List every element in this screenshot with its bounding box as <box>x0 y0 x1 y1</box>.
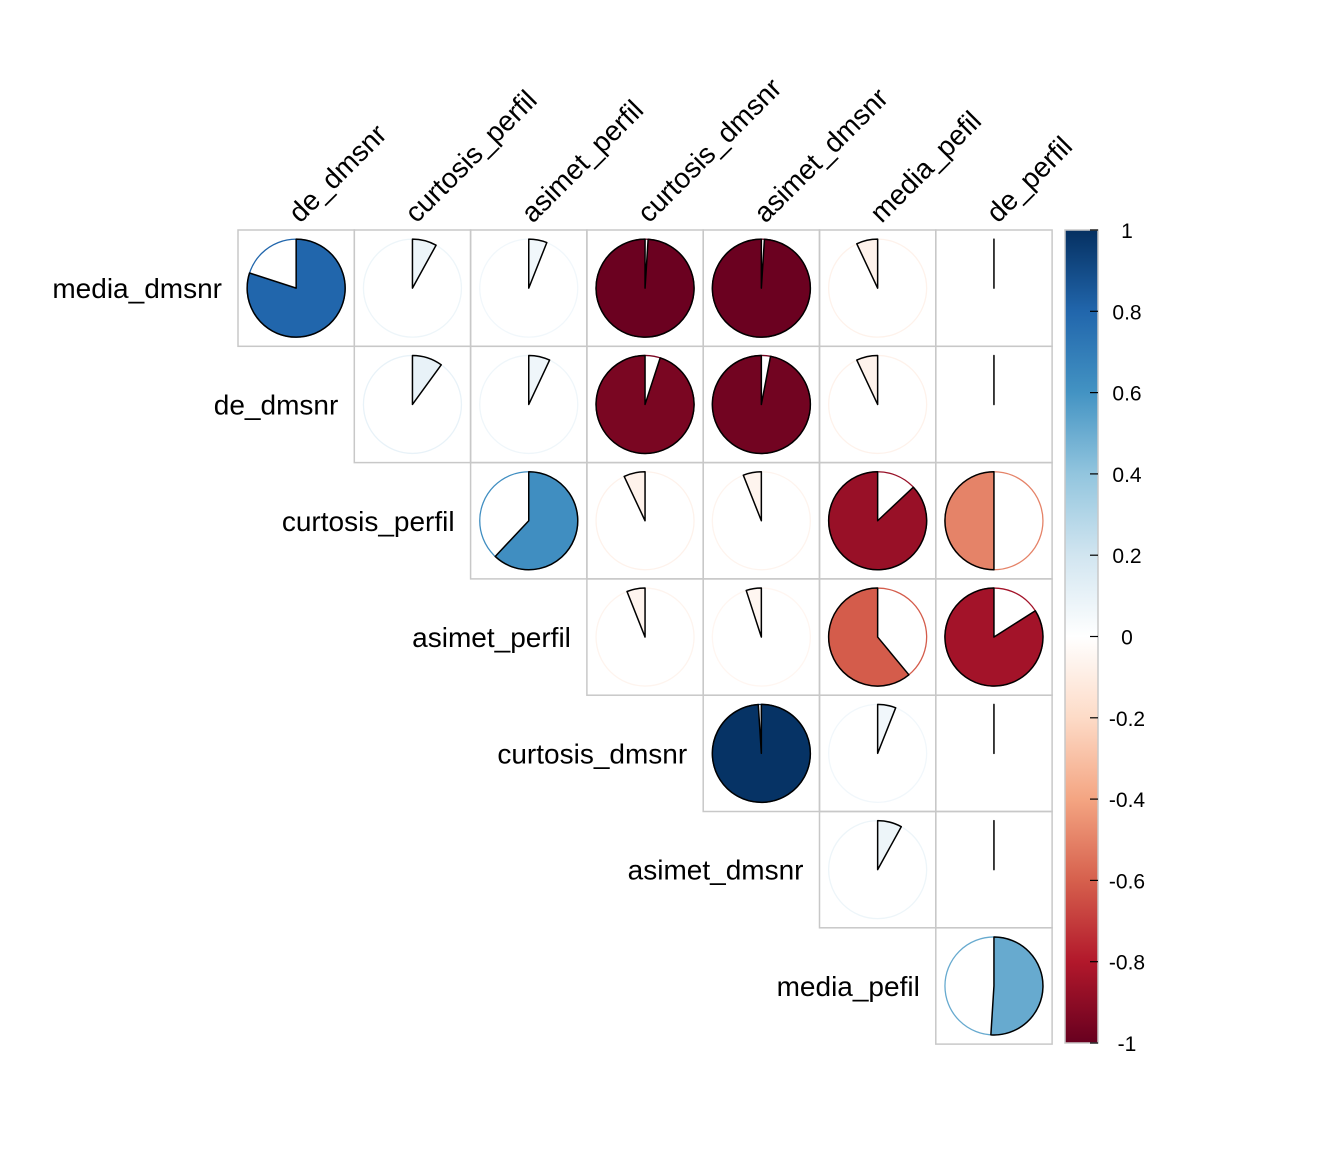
matrix-cell <box>469 229 588 348</box>
matrix-cell <box>818 578 937 696</box>
row-label: asimet_dmsnr <box>628 855 804 886</box>
matrix-cell <box>237 229 356 348</box>
pie-slice <box>827 587 910 687</box>
matrix-cell <box>586 229 704 348</box>
pie-slice <box>528 354 551 406</box>
matrix-cell <box>702 345 821 464</box>
row-label: asimet_perfil <box>412 622 571 653</box>
row-label: media_dmsnr <box>52 273 222 304</box>
pie-slice <box>411 238 437 289</box>
column-labels: de_dmsnr curtosis_perfilasimet_perfilcurt… <box>282 72 1078 228</box>
matrix-cell <box>818 229 937 348</box>
matrix-cell <box>935 229 1053 348</box>
matrix-cell <box>935 927 1053 1045</box>
colorbar-tick-label: -1 <box>1118 1033 1137 1056</box>
pie-slice <box>876 703 897 755</box>
matrix-cell <box>935 694 1053 813</box>
pie-slice <box>711 703 812 804</box>
matrix-cell <box>469 345 588 464</box>
matrix-cell <box>353 345 472 464</box>
cell-border <box>935 927 1053 1045</box>
matrix-cell <box>935 810 1053 929</box>
pie-slice <box>626 587 646 638</box>
pie-slice <box>595 238 695 338</box>
pie-slice <box>411 354 443 406</box>
matrix-cell <box>818 345 937 464</box>
column-label: asimet_perfil <box>515 94 649 228</box>
colorbar-tick-label: 0.4 <box>1112 464 1142 487</box>
colorbar-legend: 1 0.8 0.6 0.4 0.2 0 -0.2 -0.4 -0.6 -0.8 -1 <box>1064 220 1146 1056</box>
pie-slice <box>856 238 879 289</box>
row-label: curtosis_perfil <box>282 506 455 537</box>
pie-slice <box>944 587 1044 687</box>
matrix-cell <box>935 461 1053 580</box>
row-label: de_dmsnr <box>214 389 339 420</box>
pie-slice <box>711 238 812 338</box>
pie-slice <box>990 936 1044 1036</box>
colorbar-tick-label: -0.4 <box>1109 789 1146 812</box>
matrix-cell <box>353 229 472 348</box>
matrix-cell <box>818 810 937 929</box>
pie-slice <box>856 354 879 406</box>
pie-slice <box>246 238 346 338</box>
matrix-cell <box>702 694 821 813</box>
colorbar-tick-label: 0 <box>1121 627 1133 650</box>
colorbar-tick-label: -0.8 <box>1109 952 1145 975</box>
pie-slice <box>745 587 763 638</box>
colorbar-tick-label: 0.8 <box>1112 301 1141 324</box>
matrix-cell <box>586 461 704 580</box>
pie-slice <box>494 471 579 571</box>
pie-slice <box>944 471 995 571</box>
matrix-cell <box>702 229 821 348</box>
pie-slice <box>623 471 646 522</box>
matrix-cell <box>586 345 704 464</box>
pie-slice <box>827 471 928 571</box>
pie-slice <box>595 354 695 455</box>
matrix-cell <box>818 461 937 580</box>
matrix-cell <box>702 578 821 696</box>
pie-slice <box>876 819 903 871</box>
matrix-cells <box>237 229 1053 1045</box>
pie-slice <box>711 354 812 455</box>
row-label: media_pefil <box>777 971 920 1002</box>
column-label: de_dmsnr <box>282 118 392 228</box>
matrix-cell <box>702 461 821 580</box>
colorbar-tick-label: -0.6 <box>1109 870 1145 893</box>
colorbar-tick-label: -0.2 <box>1109 708 1145 731</box>
matrix-cell <box>586 578 704 696</box>
matrix-cell <box>469 461 588 580</box>
colorbar-tick-label: 1 <box>1121 220 1133 243</box>
column-label: media_pefil <box>864 105 987 228</box>
matrix-cell <box>818 694 937 813</box>
pie-slice <box>528 238 548 289</box>
matrix-cell <box>935 345 1053 464</box>
colorbar-tick-label: 0.6 <box>1112 383 1141 406</box>
row-label: curtosis_dmsnr <box>497 738 687 769</box>
column-label: de_perfil <box>980 130 1078 228</box>
row-labels: media_dmsnr de_dmsnr curtosis_perfilasimet… <box>52 273 919 1002</box>
pie-slice <box>742 471 763 522</box>
matrix-cell <box>935 578 1053 696</box>
colorbar-tick-label: 0.2 <box>1112 545 1141 568</box>
